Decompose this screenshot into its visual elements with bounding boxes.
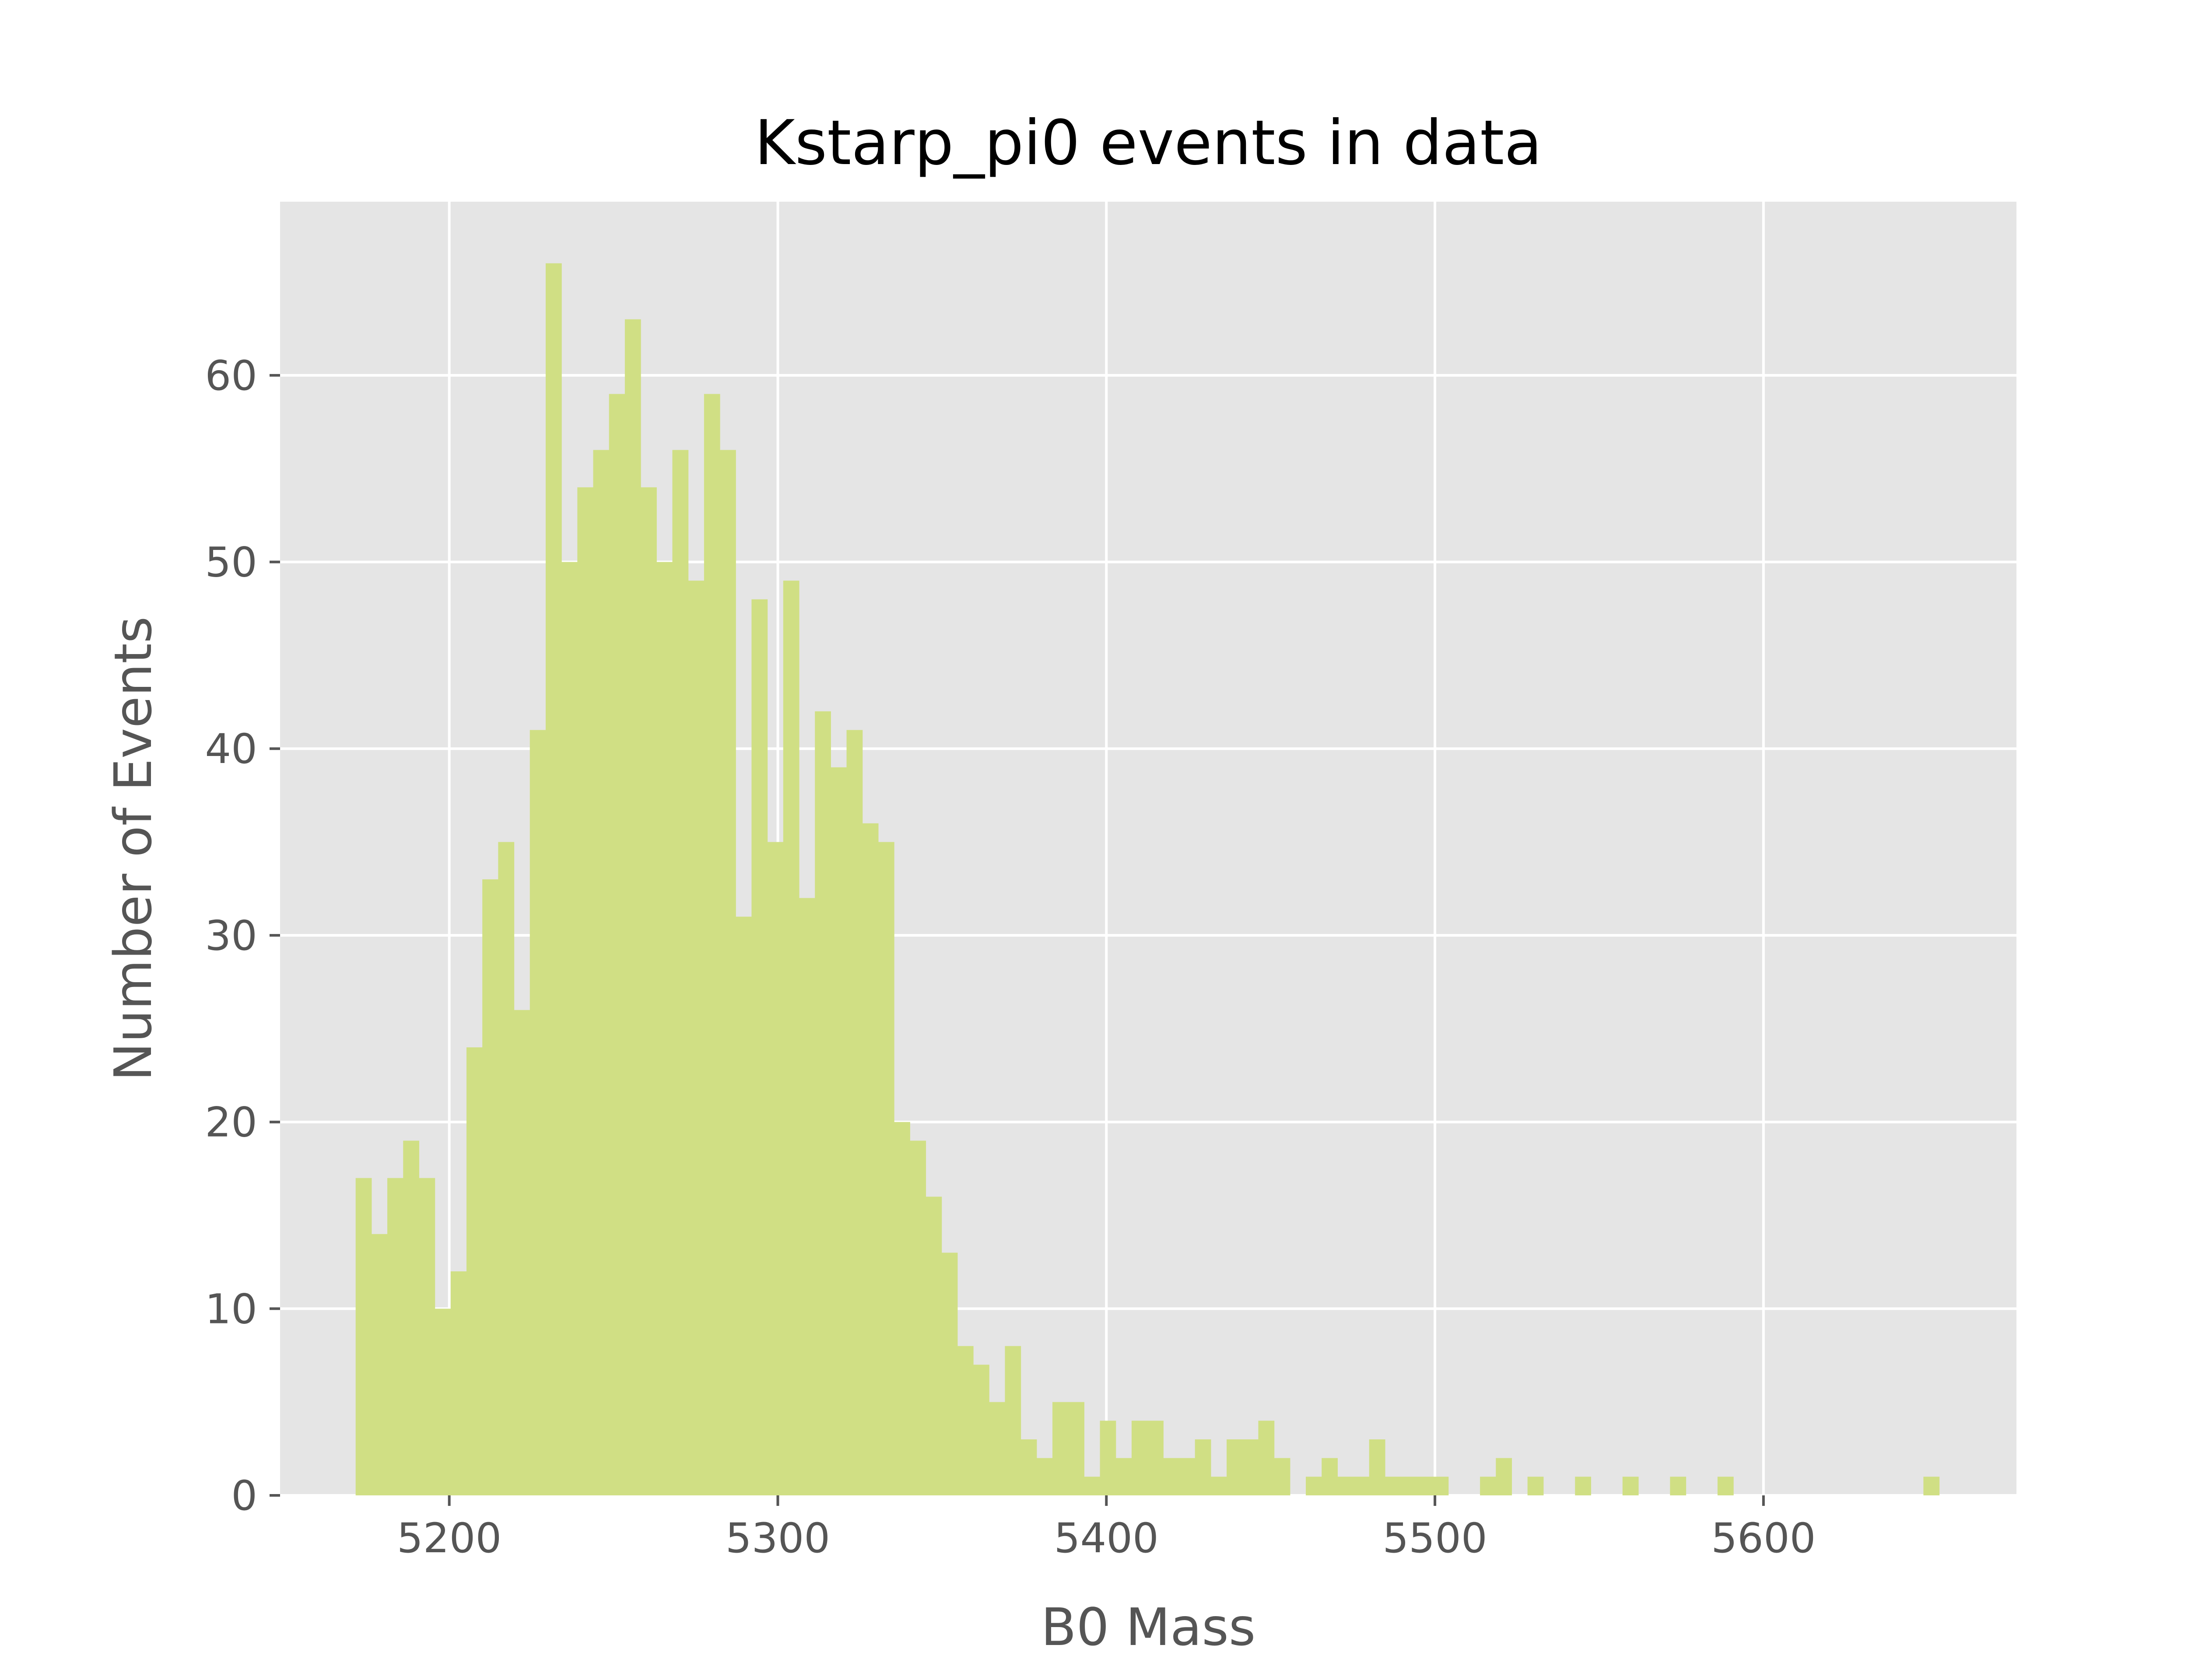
histogram-bar xyxy=(561,562,578,1495)
y-tick-label: 30 xyxy=(205,912,257,960)
histogram-bar xyxy=(355,1178,372,1495)
histogram-bar xyxy=(989,1402,1006,1495)
histogram-bar xyxy=(1020,1439,1037,1495)
histogram-bar xyxy=(656,562,673,1495)
histogram-bar xyxy=(1622,1477,1639,1495)
histogram-bar xyxy=(862,823,879,1495)
histogram-bar xyxy=(387,1178,403,1495)
histogram-bar xyxy=(910,1141,926,1495)
histogram-bar xyxy=(1258,1421,1275,1495)
histogram-bar xyxy=(736,917,752,1495)
histogram-bar xyxy=(1322,1458,1338,1495)
histogram-bar xyxy=(482,879,498,1495)
histogram-bar xyxy=(1147,1421,1164,1495)
histogram-bar xyxy=(593,450,610,1496)
histogram-bar xyxy=(403,1141,420,1495)
histogram-bar xyxy=(1068,1402,1084,1495)
histogram-bar xyxy=(973,1365,989,1495)
histogram-bar xyxy=(815,711,831,1495)
histogram-bar xyxy=(1337,1477,1354,1495)
histogram-bar xyxy=(1115,1458,1132,1495)
histogram-bar xyxy=(1052,1402,1069,1495)
histogram-bar xyxy=(926,1197,942,1495)
histogram-bar xyxy=(1417,1477,1433,1495)
histogram-bar xyxy=(783,581,799,1495)
histogram-bar xyxy=(767,842,784,1495)
histogram-bar xyxy=(1084,1477,1101,1495)
histogram-bar xyxy=(1100,1421,1116,1495)
histogram-bar xyxy=(1274,1458,1290,1495)
histogram-bar xyxy=(1353,1477,1370,1495)
histogram-bar xyxy=(1242,1439,1259,1495)
histogram-bar xyxy=(1131,1421,1148,1495)
y-tick-label: 0 xyxy=(231,1472,257,1520)
histogram-bar xyxy=(941,1253,958,1495)
histogram-bar xyxy=(1369,1439,1385,1495)
histogram-bar xyxy=(498,842,515,1495)
histogram-bar xyxy=(435,1309,451,1495)
x-tick-label: 5200 xyxy=(397,1515,501,1562)
histogram-bar xyxy=(1480,1477,1496,1495)
histogram-bar xyxy=(1923,1477,1940,1495)
histogram-bar xyxy=(1195,1439,1211,1495)
histogram-bar xyxy=(1575,1477,1592,1495)
x-tick-label: 5300 xyxy=(726,1515,830,1562)
histogram-bar xyxy=(704,394,720,1496)
histogram-bar xyxy=(799,898,815,1495)
chart-title: Kstarp_pi0 events in data xyxy=(754,107,1542,179)
x-tick-label: 5600 xyxy=(1711,1515,1816,1562)
histogram-bar xyxy=(1036,1458,1053,1495)
y-tick-label: 60 xyxy=(205,352,257,400)
x-axis-label: B0 Mass xyxy=(1041,1597,1256,1657)
x-tick-label: 5500 xyxy=(1382,1515,1487,1562)
histogram-bar xyxy=(1527,1477,1544,1495)
histogram-bar xyxy=(1496,1458,1512,1495)
histogram-bar xyxy=(672,450,689,1496)
histogram-bar xyxy=(545,263,562,1495)
y-tick-label: 50 xyxy=(205,539,257,587)
histogram-bar xyxy=(1306,1477,1322,1495)
y-tick-label: 10 xyxy=(205,1285,257,1333)
histogram-bar xyxy=(1670,1477,1687,1495)
histogram-bar xyxy=(720,450,736,1496)
histogram-bar xyxy=(1717,1477,1734,1495)
histogram-bar xyxy=(609,394,625,1496)
histogram-bar xyxy=(878,842,894,1495)
histogram-bar xyxy=(529,730,546,1495)
x-tick-label: 5400 xyxy=(1054,1515,1159,1562)
histogram-bar xyxy=(466,1047,483,1495)
y-tick-label: 20 xyxy=(205,1099,257,1147)
histogram-bar xyxy=(641,487,657,1495)
y-tick-label: 40 xyxy=(205,725,257,773)
histogram-bar xyxy=(894,1122,910,1495)
histogram-bar xyxy=(1163,1458,1180,1495)
histogram-bar xyxy=(577,487,594,1495)
histogram-bar xyxy=(751,599,768,1496)
histogram-bar xyxy=(624,319,641,1496)
histogram-bar xyxy=(1432,1477,1449,1495)
axis-ticks: 5200 5300 5400 5500 5600 0 10 20 30 40 50 60 xyxy=(205,352,1816,1562)
histogram-bar xyxy=(846,730,863,1495)
histogram-bar xyxy=(514,1010,530,1495)
histogram-bar xyxy=(1227,1439,1243,1495)
histogram-bars xyxy=(355,263,1940,1496)
histogram-bar xyxy=(450,1271,467,1495)
histogram-bar xyxy=(1005,1346,1021,1495)
histogram-bar xyxy=(1179,1458,1196,1495)
histogram-bar xyxy=(419,1178,435,1495)
histogram-bar xyxy=(1385,1477,1401,1495)
histogram-bar xyxy=(371,1234,388,1495)
histogram-bar xyxy=(957,1346,974,1495)
histogram-bar xyxy=(1401,1477,1417,1495)
histogram-bar xyxy=(688,581,705,1495)
histogram-bar xyxy=(831,767,847,1495)
histogram-bar xyxy=(1210,1477,1227,1495)
y-axis-label: Number of Events xyxy=(103,616,163,1081)
